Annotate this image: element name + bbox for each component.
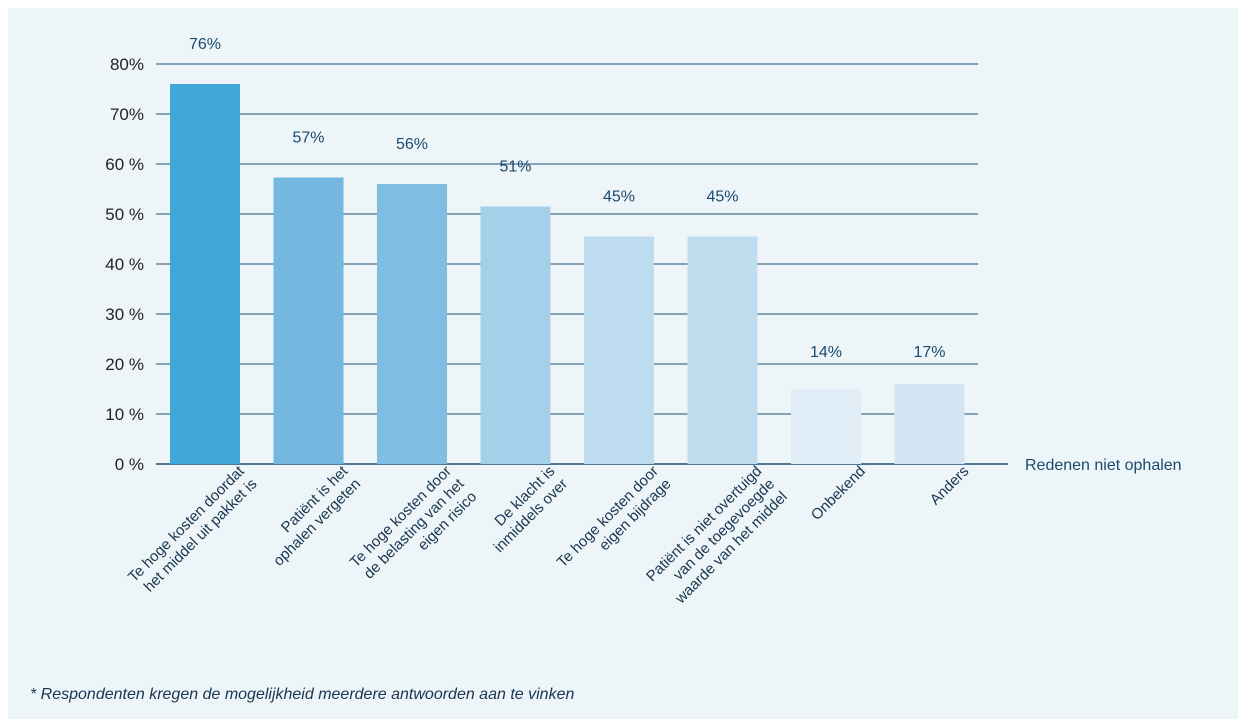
- bar: [687, 236, 758, 464]
- value-label: 14%: [810, 344, 842, 361]
- value-label: 57%: [292, 130, 324, 147]
- x-tick-label: Te hoge kosten doordathet middel uit pak…: [125, 462, 261, 598]
- value-label: 45%: [706, 189, 738, 206]
- bar: [170, 84, 240, 464]
- y-tick-label: 0 %: [115, 455, 144, 474]
- x-tick-label-line: Te hoge kosten doordat: [125, 462, 248, 585]
- y-tick-label: 60 %: [105, 155, 144, 174]
- y-tick-label: 10 %: [105, 405, 144, 424]
- value-label: 76%: [189, 36, 221, 53]
- y-tick-label: 30 %: [105, 305, 144, 324]
- x-tick-label: De klacht isinmiddels over: [478, 463, 571, 556]
- y-tick-label: 20 %: [105, 355, 144, 374]
- y-tick-label: 70%: [110, 105, 144, 124]
- x-tick-label: Onbekend: [808, 463, 869, 524]
- bar: [273, 177, 344, 464]
- value-label: 51%: [499, 159, 531, 176]
- x-tick-label: Patiënt is hetophalen vergeten: [257, 462, 364, 569]
- value-label: 17%: [913, 344, 945, 361]
- footnote: * Respondenten kregen de mogelijkheid me…: [30, 686, 575, 703]
- x-tick-label: Anders: [927, 463, 973, 509]
- x-tick-label-line: Onbekend: [808, 463, 869, 524]
- bar: [894, 384, 965, 464]
- y-tick-label: 50 %: [105, 205, 144, 224]
- bar-chart: 0 % 10 % 20 % 30 % 40 % 50 % 60 % 70% 80% 76% 57%…: [105, 36, 1182, 608]
- x-tick-label-line: Te hoge kosten door: [554, 463, 662, 571]
- value-labels: 76% 57% 56% 51% 45% 45% 14% 17%: [189, 36, 946, 361]
- value-label: 45%: [603, 189, 635, 206]
- y-tick-label: 40 %: [105, 255, 144, 274]
- bars: [170, 84, 965, 464]
- x-tick-label-line: het middel uit pakket is: [141, 476, 261, 596]
- x-axis-tick-labels: Te hoge kosten doordathet middel uit pak…: [125, 462, 973, 608]
- bar: [791, 389, 861, 464]
- x-tick-label: Te hoge kosten doorde belasting van hete…: [347, 462, 481, 596]
- value-label: 56%: [396, 136, 428, 153]
- x-tick-label-line: Anders: [927, 463, 973, 509]
- y-axis-ticks: 0 % 10 % 20 % 30 % 40 % 50 % 60 % 70% 80%: [105, 55, 144, 474]
- bar: [584, 236, 654, 464]
- bar: [377, 184, 447, 464]
- chart-panel: 0 % 10 % 20 % 30 % 40 % 50 % 60 % 70% 80% 76% 57%…: [8, 8, 1238, 719]
- y-tick-label: 80%: [110, 55, 144, 74]
- x-axis-label: Redenen niet ophalen: [1025, 457, 1182, 474]
- bar: [480, 206, 551, 464]
